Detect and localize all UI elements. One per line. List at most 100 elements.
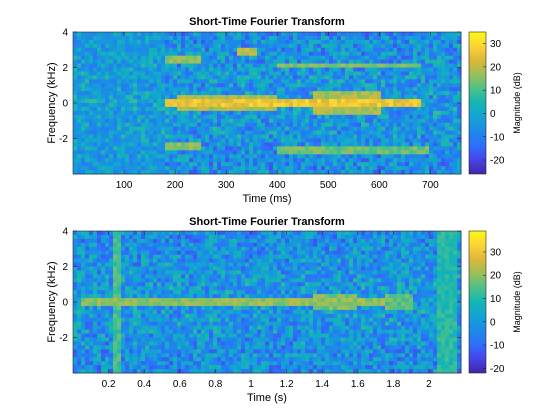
heatmap-cell	[97, 298, 102, 303]
heatmap-cell	[221, 87, 226, 92]
heatmap-cell	[93, 63, 98, 68]
heatmap-cell	[297, 99, 302, 104]
heatmap-cell	[165, 35, 170, 41]
heatmap-cell	[81, 91, 86, 96]
heatmap-cell	[449, 118, 454, 124]
heatmap-cell	[189, 51, 194, 57]
heatmap-cell	[413, 170, 418, 175]
heatmap-cell	[181, 290, 186, 295]
heatmap-cell	[145, 262, 150, 267]
heatmap-cell	[205, 87, 210, 92]
heatmap-cell	[101, 154, 106, 159]
heatmap-cell	[233, 134, 238, 139]
heatmap-cell	[433, 158, 438, 163]
heatmap-cell	[165, 274, 170, 279]
heatmap-cell	[169, 353, 174, 358]
heatmap-cell	[101, 83, 106, 88]
heatmap-cell	[185, 325, 190, 331]
heatmap-cell	[397, 150, 402, 155]
heatmap-cell	[149, 158, 154, 163]
heatmap-cell	[253, 166, 258, 171]
heatmap-cell	[93, 282, 98, 287]
heatmap-cell	[405, 59, 410, 65]
heatmap-cell	[117, 262, 122, 267]
heatmap-cell	[393, 67, 398, 72]
heatmap-cell	[441, 130, 446, 136]
heatmap-cell	[113, 75, 118, 80]
heatmap-cell	[241, 103, 246, 108]
heatmap-cell	[245, 55, 250, 61]
heatmap-cell	[313, 110, 318, 116]
heatmap-cell	[233, 83, 238, 88]
heatmap-cell	[193, 294, 198, 299]
heatmap-cell	[293, 142, 298, 147]
heatmap-cell	[441, 71, 446, 76]
heatmap-cell	[301, 67, 306, 72]
heatmap-cell	[369, 32, 374, 37]
heatmap-cell	[365, 118, 370, 124]
heatmap-cell	[341, 118, 346, 124]
heatmap-cell	[381, 138, 386, 143]
heatmap-cell	[141, 75, 146, 80]
heatmap-cell	[153, 126, 158, 132]
heatmap-cell	[137, 71, 142, 76]
heatmap-cell	[141, 43, 146, 49]
heatmap-cell	[181, 349, 186, 354]
heatmap-cell	[137, 51, 142, 57]
heatmap-cell	[345, 103, 350, 108]
heatmap-cell	[229, 294, 234, 299]
heatmap-cell	[253, 32, 258, 37]
heatmap-cell	[161, 325, 166, 331]
heatmap-cell	[201, 365, 206, 370]
heatmap-cell	[201, 274, 206, 279]
heatmap-cell	[285, 126, 290, 132]
heatmap-cell	[85, 118, 90, 124]
heatmap-cell	[225, 103, 230, 108]
heatmap-cell	[117, 302, 122, 307]
heatmap-cell	[93, 333, 98, 338]
heatmap-cell	[229, 146, 234, 151]
heatmap-cell	[265, 32, 270, 37]
heatmap-cell	[449, 150, 454, 155]
heatmap-cell	[129, 71, 134, 76]
heatmap-cell	[89, 345, 94, 350]
heatmap-cell	[193, 290, 198, 295]
heatmap-cell	[401, 32, 406, 37]
heatmap-cell	[77, 361, 82, 366]
heatmap-cell	[205, 286, 210, 291]
heatmap-cell	[97, 35, 102, 41]
heatmap-cell	[81, 305, 86, 311]
heatmap-cell	[381, 63, 386, 68]
heatmap-cell	[353, 67, 358, 72]
heatmap-cell	[145, 294, 150, 299]
heatmap-cell	[137, 325, 142, 331]
heatmap-cell	[73, 246, 78, 252]
heatmap-cell	[233, 43, 238, 49]
heatmap-cell	[289, 63, 294, 68]
heatmap-cell	[409, 166, 414, 171]
heatmap-cell	[261, 166, 266, 171]
heatmap-cell	[169, 254, 174, 260]
heatmap-cell	[381, 142, 386, 147]
heatmap-cell	[401, 166, 406, 171]
heatmap-cell	[245, 114, 250, 120]
heatmap-cell	[441, 39, 446, 45]
heatmap-cell	[373, 35, 378, 41]
heatmap-cell	[217, 110, 222, 116]
heatmap-cell	[369, 142, 374, 147]
heatmap-cell	[429, 134, 434, 139]
heatmap-cell	[205, 361, 210, 366]
x-tick-label: 700	[422, 180, 439, 191]
x-tick-label: 200	[167, 180, 184, 191]
heatmap-cell	[157, 32, 162, 37]
heatmap-cell	[241, 55, 246, 61]
heatmap-cell	[341, 162, 346, 167]
heatmap-cell	[353, 162, 358, 167]
heatmap-cell	[241, 87, 246, 92]
heatmap-cell	[173, 345, 178, 350]
heatmap-cell	[173, 278, 178, 283]
heatmap-cell	[185, 122, 190, 128]
heatmap-cell	[373, 79, 378, 84]
heatmap-cell	[197, 47, 202, 53]
heatmap-cell	[189, 138, 194, 143]
